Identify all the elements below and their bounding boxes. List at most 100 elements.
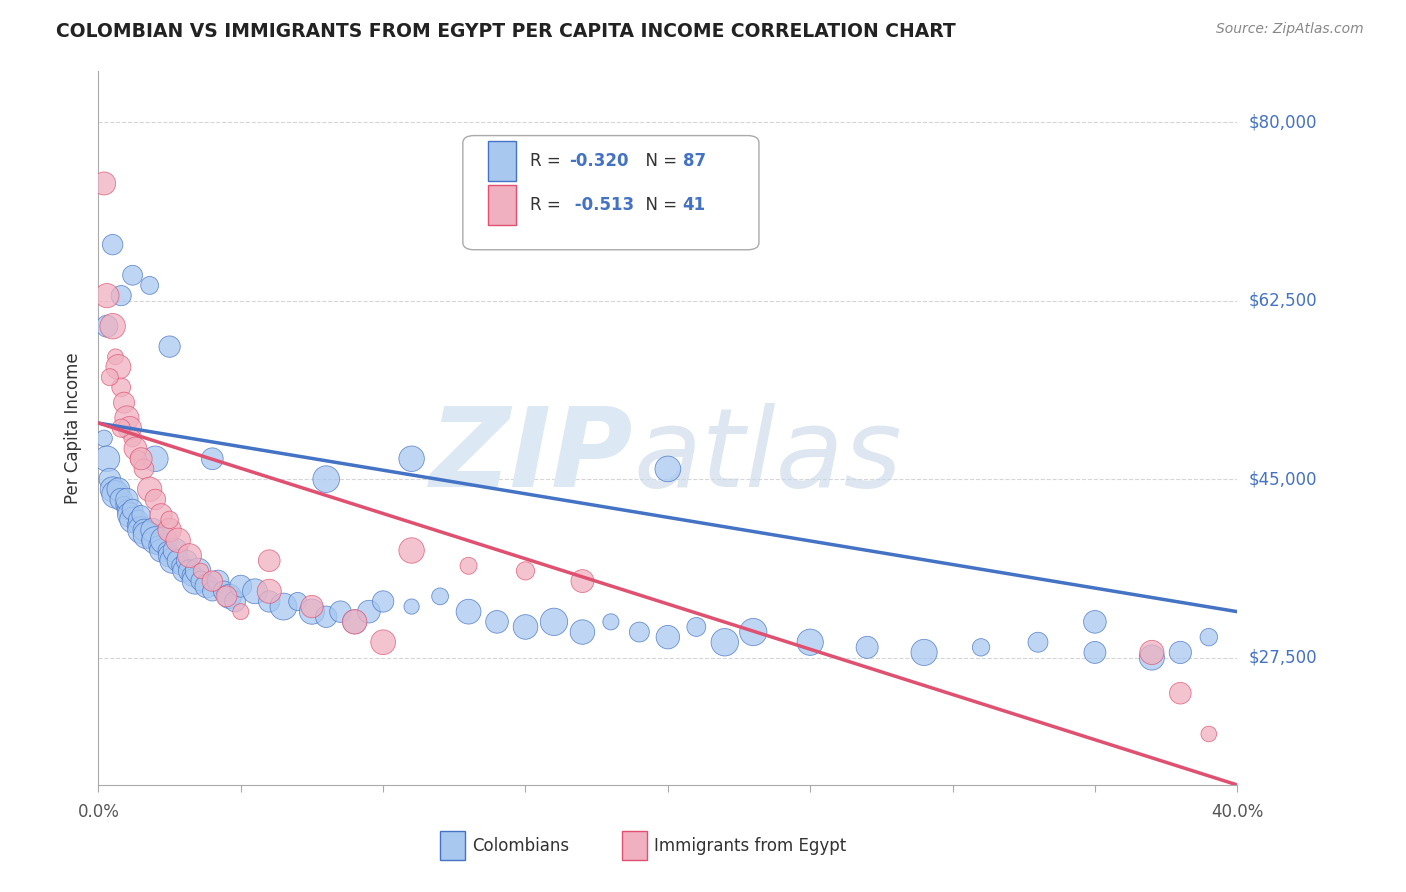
Point (273, 599, 295, 614)
Point (112, 498, 135, 512)
Point (224, 594, 246, 608)
Point (93, 431, 115, 445)
Point (329, 605, 352, 619)
Point (93, 177, 115, 191)
FancyBboxPatch shape (623, 831, 647, 860)
Point (457, 558, 479, 573)
Point (127, 513, 149, 527)
Point (167, 554, 190, 568)
Point (129, 523, 152, 537)
Point (970, 640, 993, 655)
Point (357, 605, 380, 619)
Point (156, 543, 179, 558)
Point (714, 635, 737, 649)
Point (127, 451, 149, 466)
Point (110, 492, 132, 507)
Text: Immigrants from Egypt: Immigrants from Egypt (654, 837, 846, 855)
Point (229, 605, 252, 619)
Point (1198, 630, 1220, 644)
Point (190, 574, 212, 588)
Point (124, 518, 146, 533)
Point (343, 615, 366, 629)
Point (173, 564, 195, 578)
Point (259, 584, 281, 599)
Text: 0.0%: 0.0% (77, 804, 120, 822)
Point (1140, 645, 1163, 659)
Point (201, 451, 224, 466)
Text: COLOMBIAN VS IMMIGRANTS FROM EGYPT PER CAPITA INCOME CORRELATION CHART: COLOMBIAN VS IMMIGRANTS FROM EGYPT PER C… (56, 22, 956, 41)
Point (685, 620, 707, 634)
Point (104, 350, 127, 364)
Point (856, 640, 879, 655)
Point (101, 483, 124, 497)
Point (98, 472, 121, 486)
Point (301, 605, 323, 619)
Point (187, 564, 209, 578)
Point (571, 625, 593, 640)
Point (118, 421, 141, 435)
Point (162, 554, 184, 568)
Point (401, 451, 423, 466)
Point (132, 462, 155, 476)
Point (229, 579, 252, 593)
Point (159, 340, 181, 354)
Point (145, 533, 167, 548)
Point (112, 395, 135, 409)
Text: R =: R = (530, 152, 567, 170)
Text: 41: 41 (683, 196, 706, 214)
Point (1198, 727, 1220, 741)
Point (121, 431, 143, 445)
Point (543, 615, 565, 629)
Text: Source: ZipAtlas.com: Source: ZipAtlas.com (1216, 22, 1364, 37)
FancyBboxPatch shape (488, 142, 516, 181)
Point (1084, 645, 1107, 659)
Point (515, 564, 537, 578)
Text: $45,000: $45,000 (1249, 470, 1317, 488)
Point (110, 288, 132, 302)
Point (115, 492, 138, 507)
Point (742, 625, 765, 640)
Point (145, 492, 167, 507)
Text: N =: N = (636, 196, 682, 214)
Point (600, 615, 623, 629)
Text: $27,500: $27,500 (1249, 648, 1317, 666)
Text: -0.320: -0.320 (569, 152, 628, 170)
Point (799, 635, 821, 649)
Point (153, 533, 176, 548)
Point (132, 523, 155, 537)
Point (1170, 686, 1192, 700)
Point (1140, 650, 1163, 665)
Point (121, 268, 143, 283)
Text: Colombians: Colombians (472, 837, 569, 855)
Point (571, 574, 593, 588)
Point (259, 554, 281, 568)
Point (628, 625, 651, 640)
Point (212, 584, 235, 599)
Point (373, 635, 395, 649)
Point (138, 533, 160, 548)
Point (195, 579, 218, 593)
Point (159, 513, 181, 527)
Point (167, 533, 190, 548)
Point (135, 528, 157, 542)
Point (145, 451, 167, 466)
Point (287, 594, 309, 608)
Point (110, 380, 132, 394)
Point (96, 319, 118, 334)
Point (159, 523, 181, 537)
Point (141, 523, 163, 537)
Point (124, 442, 146, 456)
Point (101, 237, 124, 252)
Point (121, 502, 143, 516)
Point (243, 584, 266, 599)
Point (115, 502, 138, 516)
Point (457, 605, 479, 619)
Point (1026, 635, 1049, 649)
Point (104, 487, 127, 501)
Text: R =: R = (530, 196, 567, 214)
Text: $80,000: $80,000 (1249, 113, 1317, 131)
Point (150, 508, 173, 522)
Point (115, 411, 138, 425)
Text: 87: 87 (683, 152, 706, 170)
Point (486, 615, 509, 629)
